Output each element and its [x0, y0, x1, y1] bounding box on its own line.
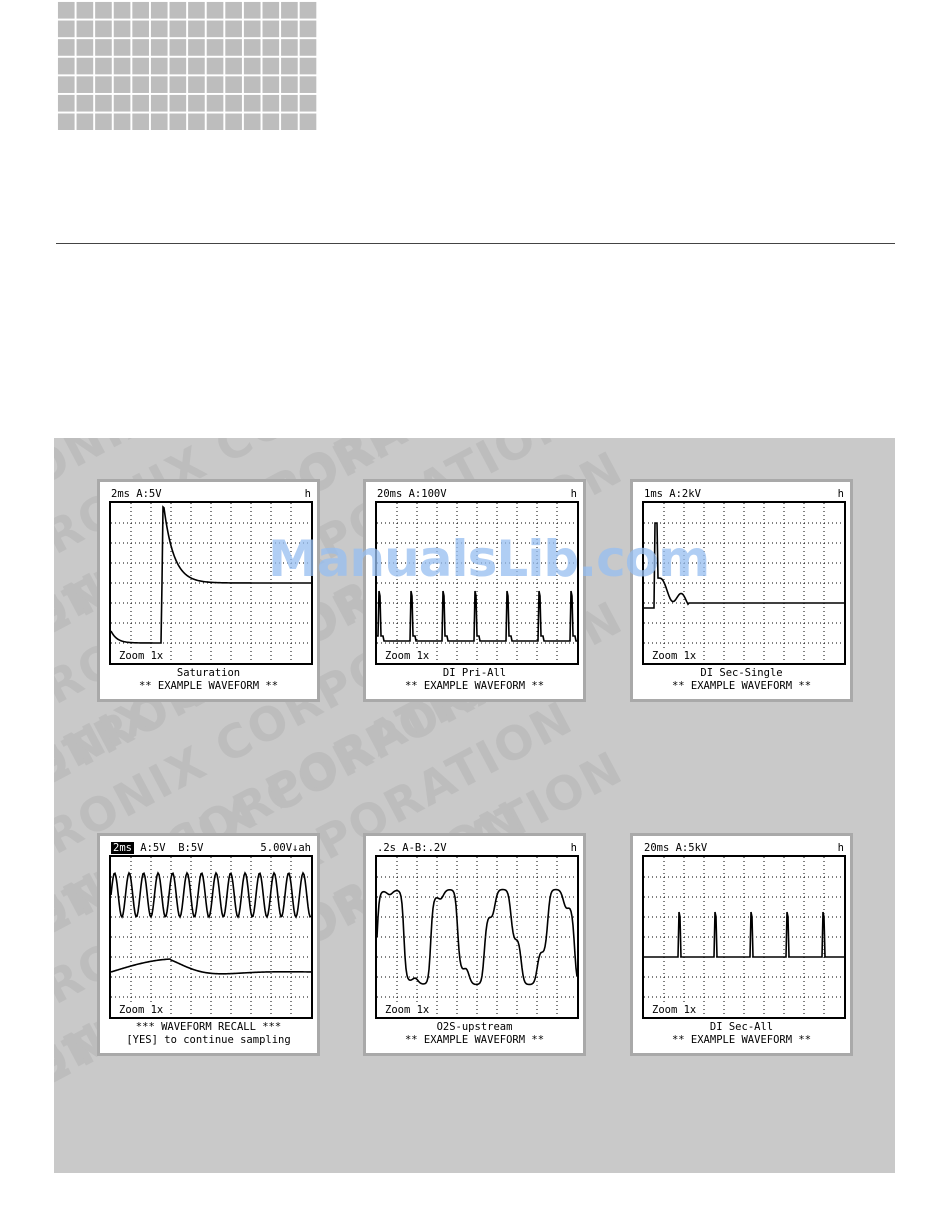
zoom-level: Zoom 1x: [652, 650, 697, 662]
waveform-title: *** WAVEFORM RECALL ***: [135, 1021, 282, 1033]
waveform-subtitle: [YES] to continue sampling: [126, 1034, 291, 1046]
scope-plot: Zoom 1x: [642, 501, 846, 665]
scope-header: 20ms A:100V h: [377, 488, 577, 500]
waveform-subtitle: ** EXAMPLE WAVEFORM **: [404, 680, 545, 692]
scope-settings: A:5V B:5V: [133, 842, 204, 854]
scope-screen-2: 20ms A:100V h Zoom 1x DI Pri-All ** EXAMP…: [363, 479, 586, 702]
scope-header: 1ms A:2kV h: [644, 488, 844, 500]
scope-mode: h: [570, 488, 577, 500]
waveform-title: DI Sec-Single: [700, 667, 783, 679]
waveform-subtitle: ** EXAMPLE WAVEFORM **: [671, 680, 812, 692]
waveform-svg: [111, 857, 311, 1017]
waveform-svg: [644, 857, 844, 1017]
scope-mode: 5.00V↓ah: [260, 842, 311, 854]
waveform-title: DI Pri-All: [442, 667, 507, 679]
timebase-highlight: 2ms: [111, 842, 134, 854]
decorative-grid: [56, 0, 317, 130]
scope-header: .2s A-B:.2V h: [377, 842, 577, 854]
scope-header: 2ms A:5V B:5V 5.00V↓ah: [111, 842, 311, 854]
scope-screen-6: 20ms A:5kV h Zoom 1x DI Sec-All ** EXAMPL…: [630, 833, 853, 1056]
waveform-subtitle: ** EXAMPLE WAVEFORM **: [404, 1034, 545, 1046]
waveform-trace: [111, 871, 311, 919]
zoom-level: Zoom 1x: [119, 650, 164, 662]
zoom-level: Zoom 1x: [385, 650, 430, 662]
waveform-trace: [644, 911, 844, 958]
scope-screen-1: 2ms A:5V h Zoom 1x Saturation ** EXAMPLE …: [97, 479, 320, 702]
scope-screen-5: .2s A-B:.2V h Zoom 1x O2S-upstream ** EXA…: [363, 833, 586, 1056]
zoom-level: Zoom 1x: [652, 1004, 697, 1016]
scope-mode: h: [304, 488, 311, 500]
scope-plot: Zoom 1x: [642, 855, 846, 1019]
scope-settings: 2ms A:5V: [111, 488, 162, 500]
waveform-title: DI Sec-All: [709, 1021, 774, 1033]
scope-plot: Zoom 1x: [109, 855, 313, 1019]
waveform-subtitle: ** EXAMPLE WAVEFORM **: [138, 680, 279, 692]
zoom-level: Zoom 1x: [119, 1004, 164, 1016]
waveform-trace-b: [111, 958, 311, 975]
scope-settings: 1ms A:2kV: [644, 488, 701, 500]
scope-mode: h: [837, 488, 844, 500]
scope-header: 20ms A:5kV h: [644, 842, 844, 854]
scope-plot: Zoom 1x: [375, 855, 579, 1019]
divider: [56, 243, 895, 244]
waveform-svg: [377, 503, 577, 663]
scope-screen-3: 1ms A:2kV h Zoom 1x DI Sec-Single ** EXAM…: [630, 479, 853, 702]
waveform-title: O2S-upstream: [436, 1021, 513, 1033]
waveform-trace: [377, 590, 577, 642]
waveform-trace: [644, 522, 844, 609]
scope-settings: .2s A-B:.2V: [377, 842, 447, 854]
zoom-level: Zoom 1x: [385, 1004, 430, 1016]
scope-plot: Zoom 1x: [109, 501, 313, 665]
waveform-trace: [377, 888, 577, 986]
waveform-svg: [111, 503, 311, 663]
scope-settings: 20ms A:5kV: [644, 842, 708, 854]
waveform-svg: [644, 503, 844, 663]
scope-plot: Zoom 1x: [375, 501, 579, 665]
scope-settings: 20ms A:100V: [377, 488, 447, 500]
scope-screen-4: 2ms A:5V B:5V 5.00V↓ah Zoom 1x *** WAVEFO…: [97, 833, 320, 1056]
waveform-trace: [111, 505, 311, 644]
waveform-subtitle: ** EXAMPLE WAVEFORM **: [671, 1034, 812, 1046]
waveform-svg: [377, 857, 577, 1017]
scope-mode: h: [837, 842, 844, 854]
scope-mode: h: [570, 842, 577, 854]
site-watermark: ManualsLib.com: [268, 530, 710, 588]
scope-header: 2ms A:5V h: [111, 488, 311, 500]
waveform-title: Saturation: [176, 667, 241, 679]
